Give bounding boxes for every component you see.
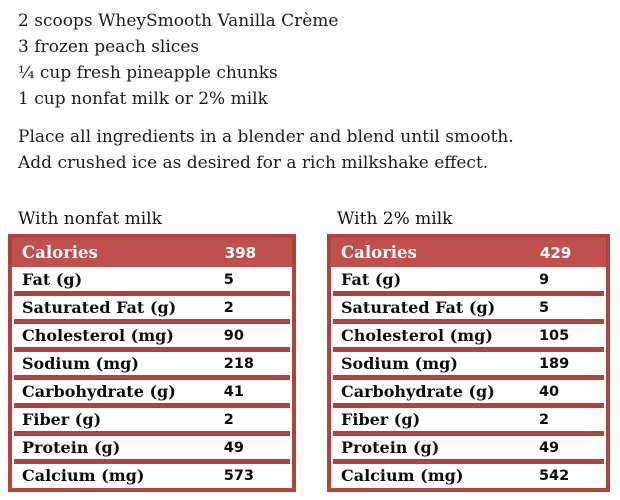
table-row: Sodium (mg) 189 — [333, 353, 604, 374]
ingredient-line: 1 cup nonfat milk or 2% milk — [18, 89, 268, 109]
nutrition-tables-section: With nonfat milk Calories 398 Fat (g) 5 Satu… — [8, 208, 620, 492]
table-row: Saturated Fat (g) 5 — [333, 297, 604, 318]
row-separator — [14, 375, 290, 380]
nutrient-label: Carbohydrate (g) — [341, 382, 495, 401]
table-header-row: Calories 429 — [331, 238, 606, 267]
table-header-row: Calories 398 — [12, 238, 292, 267]
nutrient-label: Fiber (g) — [341, 410, 421, 429]
nutrition-table: Calories 398 Fat (g) 5 Saturated Fat (g) 2 Cho… — [8, 234, 296, 492]
table-row: Fiber (g) 2 — [14, 409, 290, 430]
nutrient-value: 90 — [223, 327, 244, 344]
table-row: Carbohydrate (g) 40 — [333, 381, 604, 402]
nutrient-value: 40 — [538, 383, 560, 400]
nutrient-label: Sodium (mg) — [22, 354, 139, 373]
instruction-line: Place all ingredients in a blender and b… — [18, 127, 514, 147]
nutrition-table-2pct-milk: With 2% milk Calories 429 Fat (g) 9 Saturate… — [327, 208, 610, 492]
nutrient-value: 398 — [224, 243, 257, 262]
nutrient-value: 105 — [538, 327, 570, 344]
row-separator — [333, 291, 604, 296]
row-separator — [14, 319, 290, 324]
nutrient-label: Sodium (mg) — [341, 354, 458, 373]
ingredient-line: 3 frozen peach slices — [18, 37, 200, 57]
nutrient-value: 49 — [538, 439, 560, 456]
nutrient-label: Calories — [341, 243, 417, 262]
table-row: Saturated Fat (g) 2 — [14, 297, 290, 318]
nutrient-value: 2 — [223, 411, 234, 428]
table-row: Protein (g) 49 — [333, 437, 604, 458]
row-separator — [14, 459, 290, 464]
preparation-instructions: Place all ingredients in a blender and b… — [18, 124, 620, 176]
row-separator — [333, 347, 604, 352]
row-separator — [14, 347, 290, 352]
nutrient-label: Calcium (mg) — [22, 466, 145, 485]
table-row: Cholesterol (mg) 90 — [14, 325, 290, 346]
nutrient-value: 5 — [538, 299, 550, 316]
row-separator — [333, 459, 604, 464]
nutrient-label: Fat (g) — [341, 270, 402, 289]
nutrition-table-nonfat-milk: With nonfat milk Calories 398 Fat (g) 5 Satu… — [8, 208, 296, 492]
table-row: Carbohydrate (g) 41 — [14, 381, 290, 402]
nutrient-label: Calories — [22, 243, 98, 262]
table-row: Calcium (mg) 542 — [333, 465, 604, 486]
nutrient-label: Protein (g) — [341, 438, 440, 457]
nutrient-value: 49 — [223, 439, 244, 456]
table-row: Fat (g) 5 — [14, 269, 290, 290]
nutrient-label: Saturated Fat (g) — [22, 298, 177, 317]
nutrient-value: 542 — [538, 467, 570, 484]
nutrient-label: Fiber (g) — [22, 410, 102, 429]
nutrient-value: 2 — [538, 411, 550, 428]
row-separator — [333, 403, 604, 408]
row-separator — [333, 375, 604, 380]
nutrient-value: 5 — [223, 271, 234, 288]
instruction-line: Add crushed ice as desired for a rich mi… — [18, 153, 489, 173]
row-separator — [14, 403, 290, 408]
nutrient-value: 189 — [538, 355, 570, 372]
nutrient-value: 573 — [223, 467, 255, 484]
row-separator — [14, 291, 290, 296]
nutrient-label: Carbohydrate (g) — [22, 382, 176, 401]
row-separator — [333, 431, 604, 436]
nutrient-label: Protein (g) — [22, 438, 121, 457]
nutrient-value: 2 — [223, 299, 234, 316]
nutrient-label: Fat (g) — [22, 270, 83, 289]
table-row: Calcium (mg) 573 — [14, 465, 290, 486]
table-row: Fat (g) 9 — [333, 269, 604, 290]
table-row: Fiber (g) 2 — [333, 409, 604, 430]
row-separator — [14, 431, 290, 436]
table-title: With 2% milk — [337, 209, 453, 229]
nutrient-label: Cholesterol (mg) — [341, 326, 493, 345]
nutrient-label: Saturated Fat (g) — [341, 298, 496, 317]
ingredient-line: ¼ cup fresh pineapple chunks — [18, 63, 278, 83]
nutrient-value: 9 — [538, 271, 550, 288]
table-row: Sodium (mg) 218 — [14, 353, 290, 374]
ingredient-list: 2 scoops WheySmooth Vanilla Crème 3 froz… — [18, 8, 620, 112]
nutrient-value: 41 — [223, 383, 244, 400]
ingredient-line: 2 scoops WheySmooth Vanilla Crème — [18, 11, 339, 31]
nutrient-label: Calcium (mg) — [341, 466, 464, 485]
nutrition-table: Calories 429 Fat (g) 9 Saturated Fat (g) 5 Cho… — [327, 234, 610, 492]
nutrient-value: 429 — [540, 243, 572, 262]
nutrient-label: Cholesterol (mg) — [22, 326, 174, 345]
table-row: Cholesterol (mg) 105 — [333, 325, 604, 346]
nutrient-value: 218 — [223, 355, 255, 372]
table-row: Protein (g) 49 — [14, 437, 290, 458]
table-title: With nonfat milk — [18, 209, 162, 229]
row-separator — [333, 319, 604, 324]
